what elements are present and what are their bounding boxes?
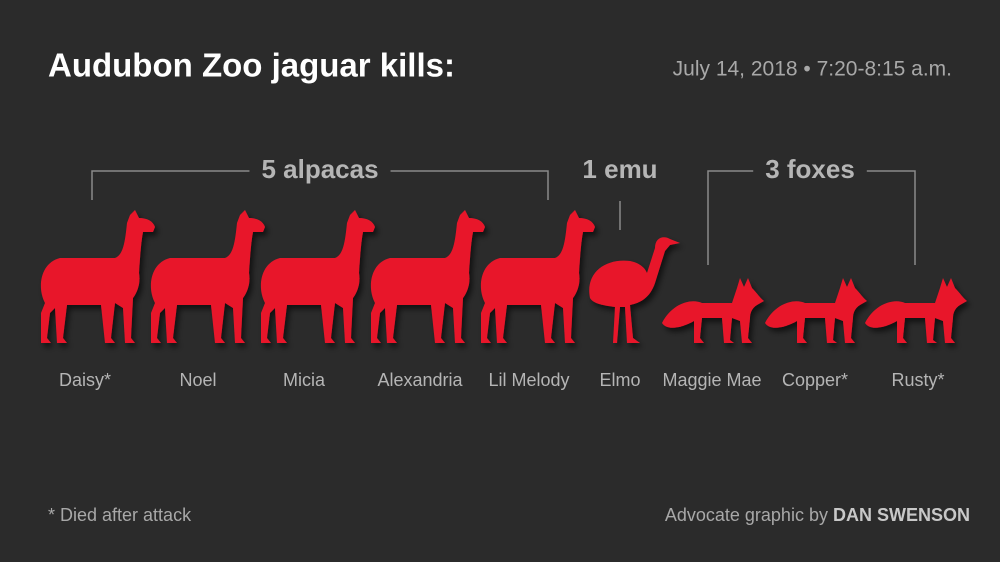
animal-name: Micia (283, 370, 326, 390)
animal-name: Alexandria (377, 370, 463, 390)
animal-silhouette (370, 210, 485, 343)
bracket (91, 170, 549, 200)
animal-name: Lil Melody (488, 370, 569, 390)
animal-name: Maggie Mae (662, 370, 761, 390)
animal-silhouette (150, 210, 265, 343)
animal-silhouette (40, 210, 156, 343)
animal-silhouette (865, 278, 967, 343)
credit: Advocate graphic by DAN SWENSON (665, 505, 970, 525)
group-label: 3 foxes (765, 154, 855, 184)
animal-name: Elmo (599, 370, 640, 390)
bracket (707, 170, 916, 265)
animal-silhouette (589, 237, 680, 343)
title: Audubon Zoo jaguar kills: (48, 47, 455, 84)
date: July 14, 2018 • 7:20-8:15 a.m. (673, 58, 952, 81)
animal-silhouette (662, 278, 764, 343)
animal-silhouette (765, 278, 867, 343)
animal-silhouette (480, 210, 595, 343)
group-label: 5 alpacas (261, 154, 378, 184)
animal-name: Copper* (782, 370, 848, 390)
footnote: * Died after attack (48, 505, 192, 525)
animal-silhouette (260, 210, 375, 343)
animal-name: Daisy* (59, 370, 111, 390)
credit-author: DAN SWENSON (833, 505, 970, 525)
credit-prefix: Advocate graphic by (665, 505, 828, 525)
animal-name: Rusty* (891, 370, 944, 390)
animal-name: Noel (179, 370, 216, 390)
group-label: 1 emu (582, 154, 657, 184)
